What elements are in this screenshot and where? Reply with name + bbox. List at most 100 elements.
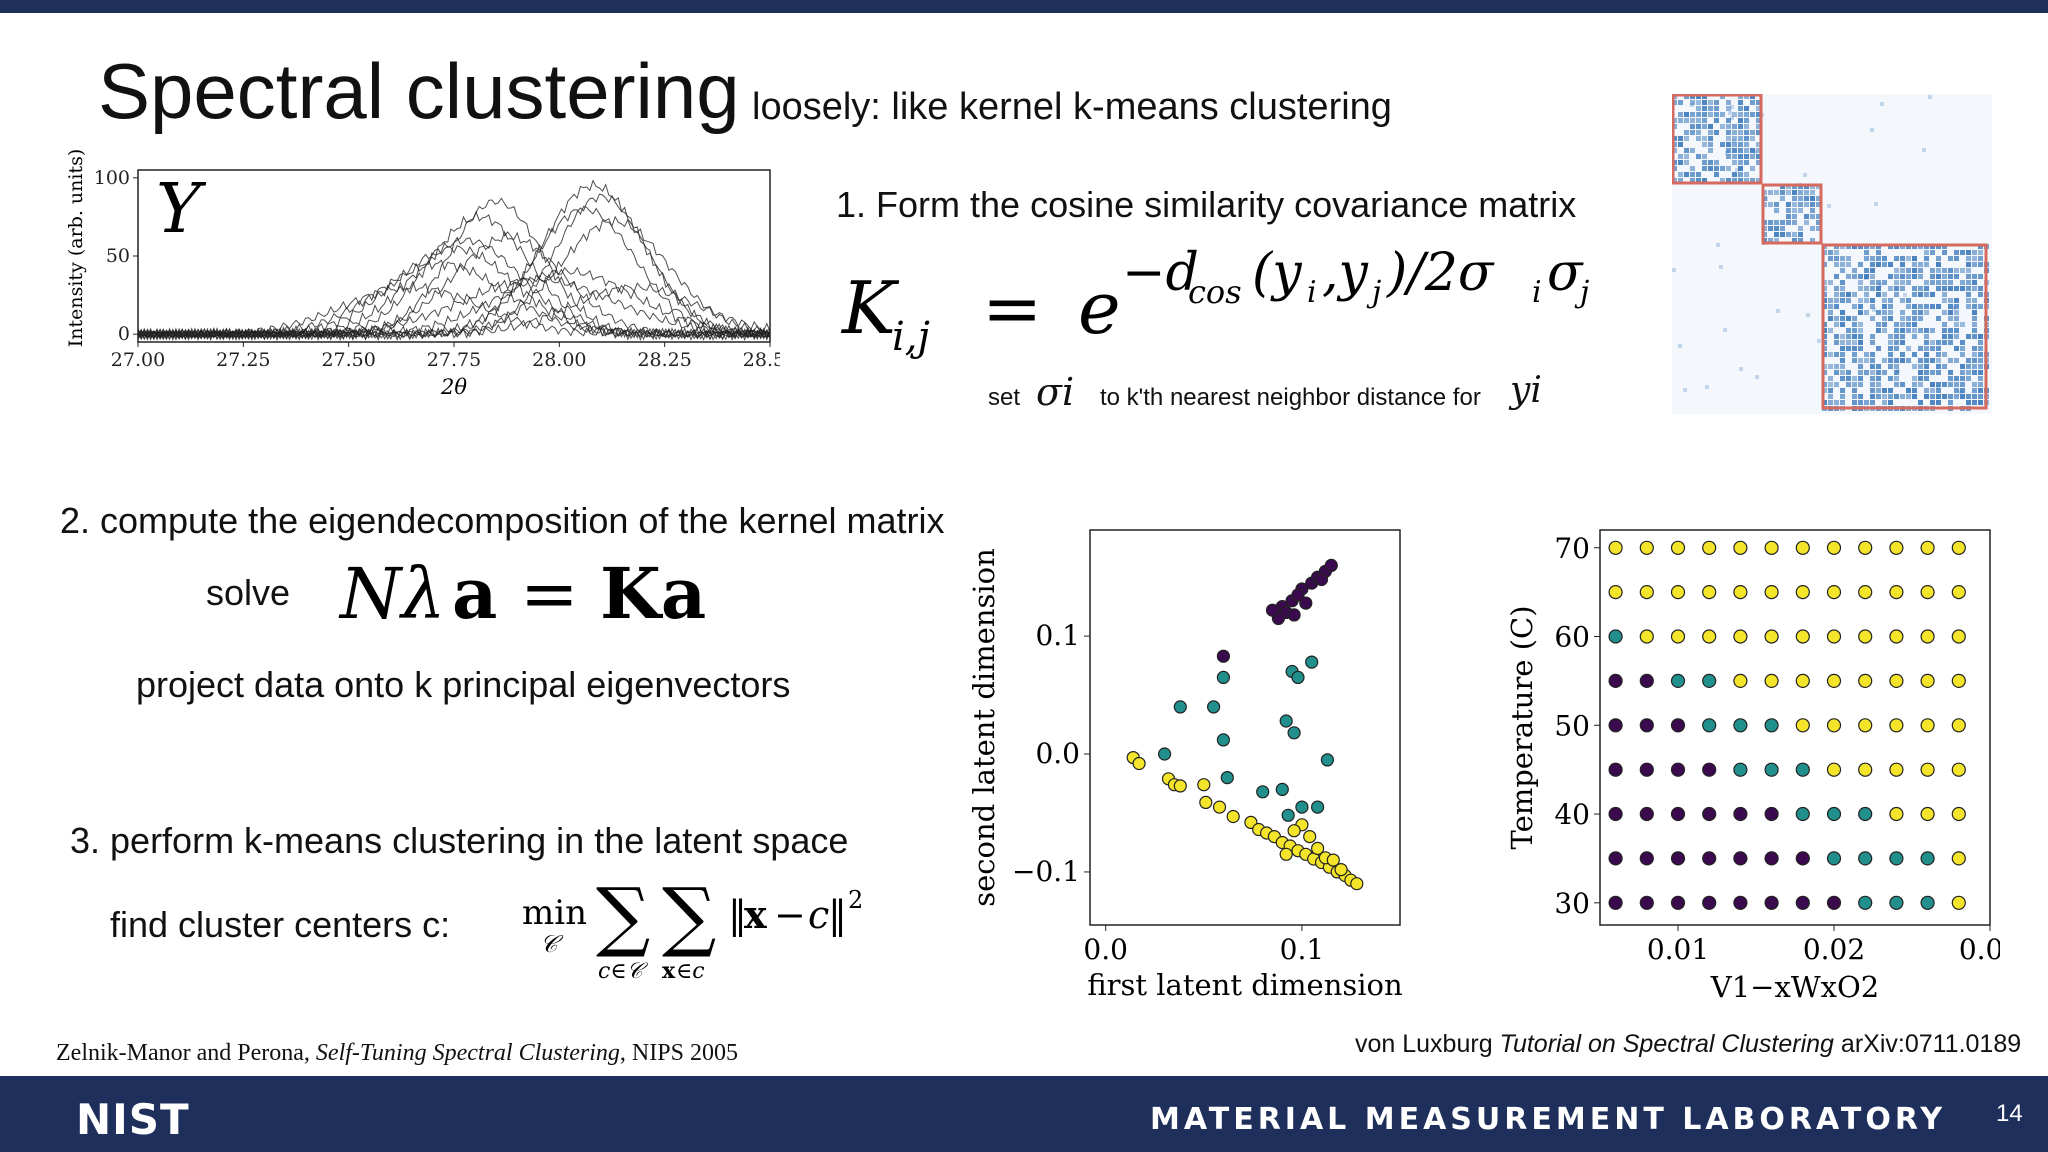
matrix-cell: [1924, 334, 1929, 339]
matrix-cell: [1804, 190, 1809, 195]
matrix-cell: [1834, 250, 1839, 255]
phase-point-teal: [1826, 851, 1842, 866]
matrix-cell: [1978, 292, 1983, 297]
matrix-cell: [1906, 268, 1911, 273]
xrd-x-axis-label: 2θ: [440, 375, 467, 399]
phase-point-purple: [1639, 673, 1654, 688]
latent-point-yellow: [1132, 756, 1146, 771]
phase-point-yellow: [1951, 895, 1966, 910]
phase-point-yellow: [1733, 673, 1748, 688]
svg-text:i: i: [1532, 275, 1542, 310]
matrix-cell: [1828, 250, 1833, 255]
kernel-equation: K i,j = e −d cos (y i ,y j )/2σ i σ j: [840, 248, 1589, 360]
matrix-cell: [1922, 148, 1926, 152]
matrix-cell: [1870, 394, 1875, 399]
matrix-cell: [1828, 376, 1833, 381]
matrix-cell: [1894, 280, 1899, 285]
matrix-cell: [1696, 178, 1701, 183]
phase-point-yellow: [1951, 629, 1966, 644]
matrix-cell: [1780, 232, 1785, 237]
matrix-cell: [1798, 208, 1803, 213]
phase-point-purple: [1608, 762, 1623, 777]
matrix-cell: [1948, 304, 1953, 309]
matrix-cell: [1936, 370, 1941, 375]
matrix-cell: [1882, 316, 1887, 321]
step1-heading: 1. Form the cosine similarity covariance…: [836, 184, 1577, 225]
matrix-cell: [1714, 106, 1719, 111]
phase-point-yellow: [1764, 540, 1779, 555]
matrix-cell: [1888, 274, 1893, 279]
latent-scatter-chart: 0.0 0.1 0.1 0.0 −0.1 first latent dimension se…: [967, 529, 1403, 1002]
matrix-cell: [1960, 388, 1965, 393]
matrix-cell: [1702, 154, 1707, 159]
matrix-cell: [1876, 310, 1881, 315]
matrix-cell: [1744, 148, 1749, 153]
matrix-cell: [1684, 136, 1689, 141]
phase-y-tick-label: 70: [1554, 532, 1590, 565]
matrix-cell: [1876, 256, 1881, 261]
matrix-cell: [1972, 346, 1977, 351]
matrix-cell: [1888, 298, 1893, 303]
matrix-cell: [1906, 322, 1911, 327]
matrix-cell: [1876, 376, 1881, 381]
matrix-cell: [1834, 298, 1839, 303]
matrix-cell: [1900, 328, 1905, 333]
matrix-cell: [1744, 178, 1749, 183]
matrix-cell: [1864, 298, 1869, 303]
matrix-cell: [1828, 352, 1833, 357]
matrix-cell: [1726, 178, 1731, 183]
matrix-cell: [1954, 268, 1959, 273]
matrix-cell: [1948, 274, 1953, 279]
latent-point-yellow: [1311, 841, 1325, 855]
matrix-cell: [1750, 136, 1755, 141]
matrix-cell: [1697, 112, 1701, 116]
phase-point-purple: [1639, 718, 1654, 733]
xrd-x-tick-label: 27.00: [111, 349, 165, 371]
latent-point-purple: [1287, 608, 1301, 622]
step1-note-sigma: σi: [1036, 370, 1075, 414]
matrix-cell: [1834, 340, 1839, 345]
matrix-cell: [1900, 322, 1905, 327]
matrix-cell: [1870, 370, 1875, 375]
matrix-cell: [1756, 160, 1761, 165]
matrix-cell: [1840, 268, 1845, 273]
matrix-cell: [1816, 202, 1821, 207]
matrix-cell: [1858, 298, 1863, 303]
matrix-cell: [1870, 364, 1875, 369]
matrix-cell: [1918, 364, 1923, 369]
matrix-cell: [1780, 196, 1785, 201]
matrix-cell: [1858, 382, 1863, 387]
matrix-cell: [1696, 112, 1701, 117]
phase-point-yellow: [1826, 718, 1842, 733]
matrix-cell: [1786, 190, 1791, 195]
matrix-cell: [1702, 112, 1707, 117]
matrix-cell: [1852, 328, 1857, 333]
matrix-cell: [1750, 148, 1755, 153]
matrix-cell: [1834, 274, 1839, 279]
matrix-cell: [1768, 220, 1773, 225]
matrix-cell: [1942, 268, 1947, 273]
matrix-cell: [1978, 250, 1983, 255]
matrix-cell: [1840, 292, 1845, 297]
matrix-cell: [1972, 256, 1977, 261]
matrix-cell: [1858, 340, 1863, 345]
matrix-cell: [1894, 346, 1899, 351]
matrix-cell: [1702, 136, 1707, 141]
matrix-cell: [1744, 172, 1749, 177]
matrix-cell: [1870, 352, 1875, 357]
matrix-cell: [1918, 382, 1923, 387]
matrix-cell: [1840, 334, 1845, 339]
matrix-cell: [1846, 298, 1851, 303]
phase-y-tick-label: 30: [1554, 887, 1590, 920]
matrix-cell: [1810, 190, 1815, 195]
matrix-cell: [1714, 118, 1719, 123]
matrix-cell: [1936, 352, 1941, 357]
matrix-cell: [1864, 400, 1869, 405]
matrix-cell: [1684, 148, 1689, 153]
matrix-cell: [1696, 100, 1701, 105]
matrix-cell: [1978, 382, 1983, 387]
matrix-cell: [1708, 142, 1713, 147]
solve-label: solve: [206, 572, 291, 613]
phase-point-teal: [1858, 895, 1873, 910]
phase-y-axis-label: Temperature (C): [1505, 605, 1539, 849]
